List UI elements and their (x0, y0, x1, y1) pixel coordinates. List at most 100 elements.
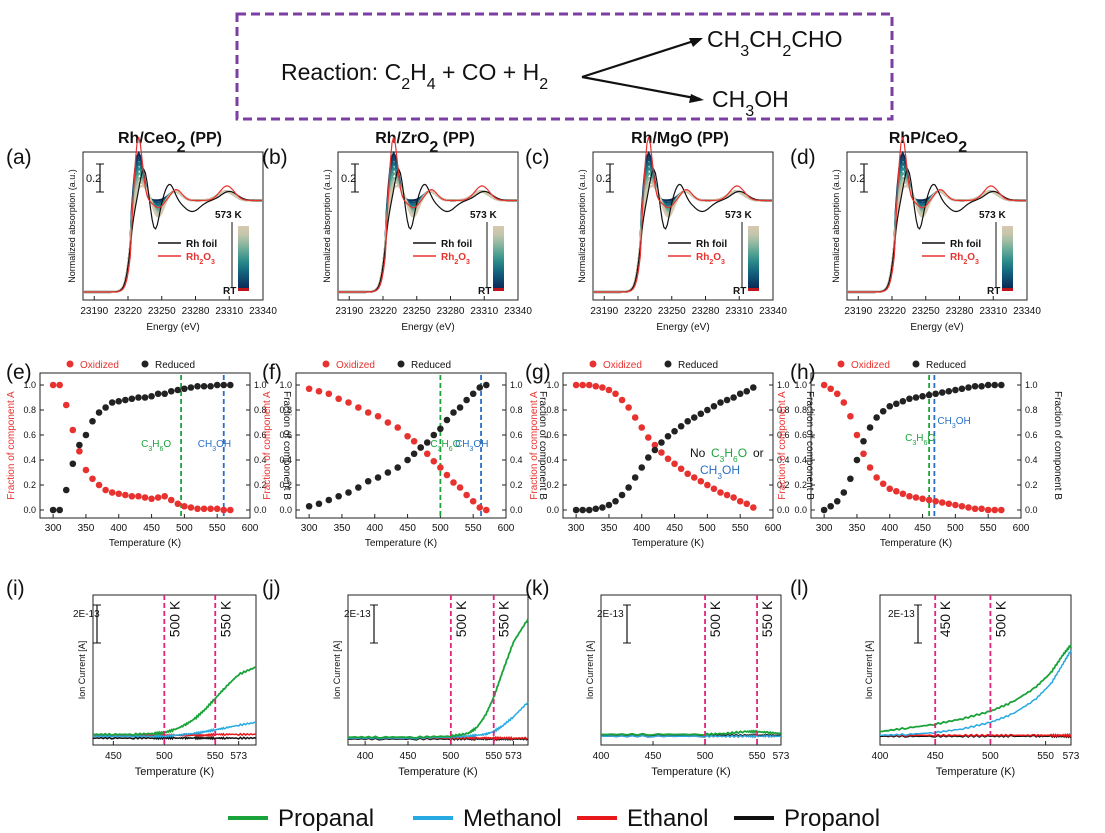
x-tick-label: 573 (773, 751, 790, 762)
sample-spectrum (83, 150, 262, 294)
panel-title: Rh/MgO (PP) (631, 130, 729, 147)
point-reduced (710, 402, 718, 410)
y-tick-label-left: 0.4 (546, 455, 559, 465)
point-reduced (122, 396, 129, 404)
legend-label-reduced: Reduced (155, 360, 195, 371)
x-tick-label: 300 (816, 523, 833, 534)
x-tick-label: 300 (45, 523, 62, 534)
y-axis-label: Ion Current [A] (332, 641, 342, 700)
y-axis-label-left: Fraction of component A (262, 391, 273, 500)
point-reduced (945, 387, 953, 395)
formula-part: H (523, 59, 540, 85)
point-oxidized (978, 505, 985, 513)
formula-part: CH (707, 26, 740, 52)
point-reduced (374, 474, 382, 481)
point-oxidized (912, 494, 920, 501)
y-tick-label-left: 0.0 (279, 505, 292, 515)
y-tick-label-left: 1.0 (794, 380, 807, 390)
plot-frame (92, 594, 257, 746)
point-oxidized (335, 395, 342, 403)
formula-part: (PP) (438, 130, 474, 147)
temperature-marker-label: 500 K (453, 600, 469, 637)
y-axis-label: Normalized absorption (a.u.) (322, 169, 332, 283)
y-tick-label-left: 0.2 (23, 480, 36, 490)
point-reduced (932, 390, 939, 398)
colorbar-top-label: 573 K (470, 210, 497, 221)
rh2o3-spectrum (83, 136, 262, 293)
legend-label-oxidized: Oxidized (851, 360, 890, 371)
y-tick-label-left: 0.8 (23, 405, 36, 415)
point-oxidized (899, 490, 907, 498)
point-reduced (404, 456, 411, 464)
formula-part: Rh/MgO (PP) (631, 130, 729, 147)
annotation-text: No (690, 446, 706, 460)
point-oxidized (984, 506, 992, 514)
y-tick-label-left: 0.0 (23, 505, 36, 515)
panel-label: (j) (262, 577, 281, 600)
scale-bar-label: 0.2 (850, 173, 865, 185)
y-tick-label-right: 0.0 (777, 505, 790, 515)
y-tick-label-right: 0.4 (510, 455, 523, 465)
subscript: 3 (745, 102, 754, 120)
point-oxidized (384, 419, 392, 426)
legend-marker-oxidized (837, 360, 845, 368)
point-reduced (167, 387, 175, 395)
plot-frame (879, 594, 1072, 746)
point-reduced (873, 414, 880, 421)
point-reduced (227, 381, 234, 389)
point-reduced (102, 404, 109, 411)
point-reduced (364, 477, 372, 485)
point-reduced (853, 456, 861, 464)
x-tick-label: 23280 (437, 306, 465, 317)
ion-current-methanol (347, 701, 529, 740)
legend-label-reduced: Reduced (411, 360, 451, 371)
formula-part: H (724, 446, 733, 460)
x-tick-label: 500 (156, 751, 173, 762)
colorbar-bottom-label: RT (733, 286, 746, 297)
point-oxidized (355, 404, 362, 411)
y-tick-label-left: 1.0 (23, 380, 36, 390)
ms-panel-k: (k) 400 450 500 550 573 Temperature (K) Ion Cur… (525, 577, 790, 778)
point-oxidized (579, 381, 586, 389)
point-reduced (925, 391, 933, 399)
y-axis-label-left: Fraction of component A (529, 391, 540, 500)
point-oxidized (167, 496, 175, 504)
x-tick-label: 450 (400, 751, 417, 762)
subscript: 3 (212, 446, 216, 453)
plot-frame (846, 151, 1028, 301)
x-axis-label: Energy (eV) (910, 322, 963, 333)
x-tick-label: 23220 (369, 306, 397, 317)
x-tick-label: 400 (357, 751, 374, 762)
sample-spectrum (83, 171, 262, 294)
xas-panel-c: (c) Rh/MgO (PP) 23190 23220 23250 23280 23310 2… (525, 130, 787, 333)
point-oxidized (181, 502, 188, 510)
y-tick-label-right: 0.4 (777, 455, 790, 465)
point-oxidized (469, 497, 477, 505)
x-tick-label: 23220 (114, 306, 142, 317)
point-reduced (572, 506, 580, 514)
ion-current-ethanol (879, 732, 1072, 738)
rh-foil-spectrum (847, 168, 1026, 293)
point-oxidized (866, 464, 874, 471)
formula-part: RhP/CeO (889, 130, 958, 147)
point-oxidized (305, 385, 313, 393)
x-tick-label: 550 (465, 523, 482, 534)
formula-part: O (458, 252, 466, 263)
point-oxidized (736, 497, 744, 505)
scale-bar-label: 0.2 (596, 173, 611, 185)
point-oxidized (154, 494, 162, 501)
point-reduced (866, 424, 874, 431)
legend-label-rh2o3: Rh2O3 (696, 252, 725, 266)
plot-frame (592, 151, 774, 301)
formula-part: CH (700, 463, 717, 477)
point-reduced (315, 500, 323, 508)
sample-spectrum (847, 161, 1026, 294)
point-reduced (984, 381, 992, 389)
point-reduced (965, 384, 972, 391)
legend-marker-reduced (664, 360, 672, 368)
point-reduced (115, 397, 123, 405)
point-oxidized (952, 501, 959, 509)
point-reduced (827, 502, 834, 510)
point-oxidized (315, 387, 323, 395)
x-tick-label: 600 (765, 523, 782, 534)
